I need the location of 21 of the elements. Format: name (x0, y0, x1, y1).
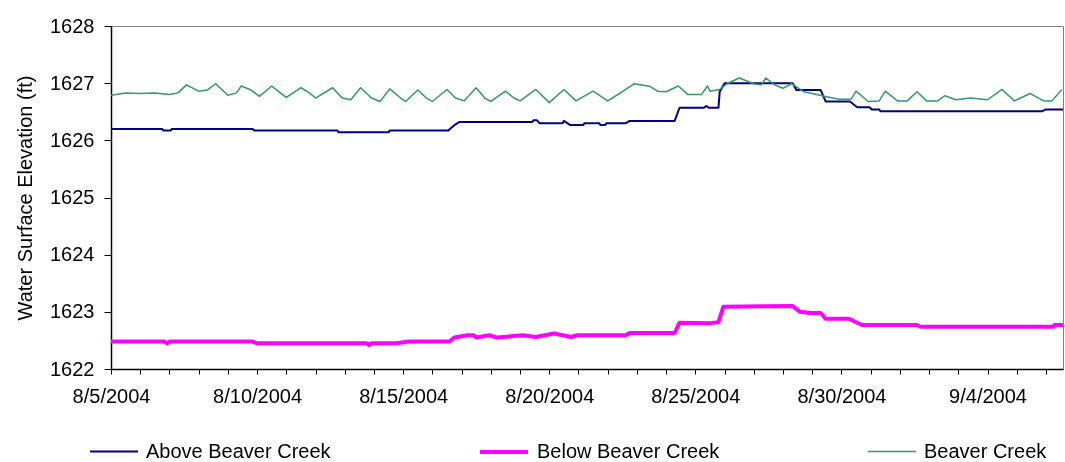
x-tick-label: 8/25/2004 (651, 384, 741, 407)
y-tick-label: 1622 (50, 357, 95, 380)
y-tick-label: 1628 (50, 14, 95, 37)
x-tick-label: 8/30/2004 (797, 384, 887, 407)
line-series (111, 304, 1063, 347)
x-tick-label: 9/4/2004 (949, 384, 1027, 407)
legend-label: Below Beaver Creek (537, 440, 721, 462)
line-series (111, 77, 1063, 104)
y-axis-title: Water Surface Elevation (ft) (14, 75, 37, 321)
line-series (111, 82, 1063, 134)
x-tick-label: 8/20/2004 (505, 384, 595, 407)
y-tick-label: 1624 (50, 243, 95, 266)
y-tick-label: 1625 (50, 186, 95, 208)
legend-label: Above Beaver Creek (146, 439, 332, 462)
legend-label: Beaver Creek (924, 439, 1048, 462)
y-tick-label: 1623 (50, 300, 95, 323)
y-tick-label: 1627 (50, 71, 95, 94)
y-tick-label: 1626 (50, 128, 95, 151)
x-tick-label: 8/10/2004 (213, 384, 303, 407)
x-tick-label: 8/15/2004 (359, 384, 449, 407)
x-tick-label: 8/5/2004 (72, 384, 151, 407)
